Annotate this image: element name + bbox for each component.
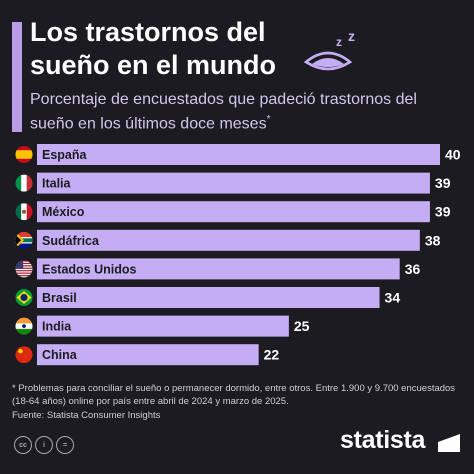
mexico-flag-icon: [15, 203, 33, 221]
category-label: Estados Unidos: [42, 262, 137, 276]
value-label: 22: [264, 347, 280, 363]
spain-flag-icon: [15, 146, 33, 163]
statista-logo[interactable]: statista: [340, 426, 426, 454]
usa-flag-icon: [15, 260, 33, 278]
china-flag-icon: [15, 346, 33, 364]
value-label: 39: [435, 175, 451, 191]
sleeping-eye-icon: z z: [303, 30, 355, 71]
subtitle-footnote-mark: *: [266, 114, 271, 125]
subtitle-text: Porcentaje de encuestados que padeció tr…: [30, 91, 417, 133]
source-note: Fuente: Statista Consumer Insights: [12, 410, 161, 421]
value-label: 38: [425, 232, 441, 248]
south-africa-flag-icon: [15, 231, 33, 249]
bar-chart: España 40 Italia 39 México 39 Sudáfrica 38 Estad…: [15, 144, 461, 366]
value-label: 34: [385, 290, 401, 306]
bar-0: [37, 144, 440, 165]
bar-3: [37, 229, 420, 251]
bar-4: [37, 258, 400, 280]
license-icons: cc i =: [14, 436, 74, 454]
title-accent-bar: [12, 22, 22, 132]
svg-text:z: z: [348, 30, 355, 44]
bar-6: [37, 315, 289, 337]
creative-commons-icon[interactable]: cc: [14, 436, 32, 454]
bar-7: [37, 344, 259, 366]
no-derivatives-icon[interactable]: =: [56, 436, 74, 454]
category-label: Italia: [42, 177, 72, 191]
india-flag-icon: [15, 317, 33, 335]
page-subtitle: Porcentaje de encuestados que padeció tr…: [30, 90, 450, 134]
bar-1: [37, 172, 430, 194]
italy-flag-icon: [15, 174, 33, 192]
value-label: 39: [435, 204, 451, 220]
category-label: India: [42, 320, 72, 334]
category-label: España: [42, 148, 88, 162]
bar-5: [37, 287, 380, 308]
value-label: 40: [445, 147, 461, 163]
info-icon[interactable]: i: [35, 436, 53, 454]
brazil-flag-icon: [15, 289, 33, 306]
statista-logo-mark: [438, 434, 460, 452]
value-label: 25: [294, 318, 310, 334]
category-label: México: [42, 205, 85, 219]
category-label: Brasil: [42, 291, 77, 305]
category-label: China: [42, 348, 78, 362]
footnote: * Problemas para conciliar el sueño o pe…: [12, 383, 456, 407]
value-label: 36: [405, 261, 421, 277]
page-title: Los trastornos del sueño en el mundo: [30, 17, 277, 80]
category-label: Sudáfrica: [42, 234, 100, 248]
sleep-z-letters: z: [336, 35, 342, 49]
bar-2: [37, 201, 430, 223]
